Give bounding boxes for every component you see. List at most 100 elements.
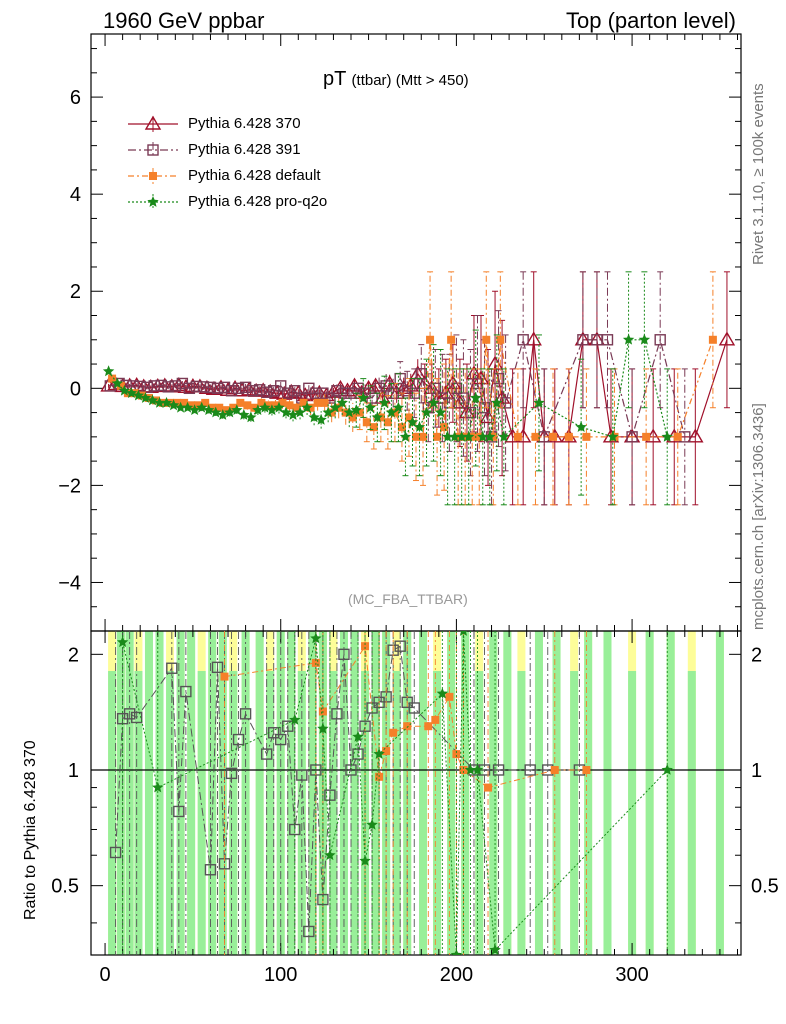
data-point xyxy=(260,386,273,398)
legend-marker xyxy=(147,144,159,156)
y-tick-label: 6 xyxy=(70,87,81,109)
ratio-point xyxy=(484,783,493,792)
ratio-point xyxy=(310,632,322,644)
data-point xyxy=(434,406,447,418)
data-point xyxy=(718,331,736,346)
ratio-point xyxy=(471,764,484,775)
data-point xyxy=(397,423,406,432)
data-point xyxy=(427,396,440,408)
legend-label-391: Pythia 6.428 391 xyxy=(188,141,301,158)
series-line xyxy=(110,337,686,440)
ratio-point xyxy=(317,722,329,734)
data-point xyxy=(271,401,280,410)
band-1sigma xyxy=(229,671,238,955)
band-1sigma xyxy=(218,631,227,955)
data-point xyxy=(181,401,194,413)
data-point xyxy=(525,331,542,346)
data-point xyxy=(139,392,152,403)
data-point xyxy=(708,335,717,344)
data-point xyxy=(153,396,166,408)
data-point xyxy=(259,401,271,413)
data-point xyxy=(210,406,222,418)
data-point xyxy=(194,401,203,410)
data-point xyxy=(575,421,587,432)
data-point xyxy=(183,382,196,395)
data-point xyxy=(292,403,301,412)
data-point xyxy=(289,385,301,397)
band-1sigma xyxy=(108,671,117,955)
ratio-point xyxy=(225,767,238,780)
data-point xyxy=(673,432,682,441)
data-point xyxy=(310,387,322,399)
data-point xyxy=(482,335,491,344)
band-1sigma xyxy=(144,631,153,955)
data-point xyxy=(299,398,308,407)
data-point xyxy=(498,430,510,442)
data-point xyxy=(401,385,413,397)
data-point xyxy=(582,432,591,441)
data-point xyxy=(146,394,159,406)
data-point xyxy=(477,430,489,442)
data-point xyxy=(419,432,428,441)
ratio-point xyxy=(524,764,536,776)
data-point xyxy=(169,380,182,392)
ratio-y-tick-label-right: 0.5 xyxy=(751,876,779,898)
legend-label-default: Pythia 6.428 default xyxy=(188,167,321,184)
data-point xyxy=(408,387,420,399)
ratio-panel-frame xyxy=(90,630,742,956)
ratio-y-tick-label-right: 2 xyxy=(751,644,762,666)
data-point xyxy=(102,365,115,377)
data-point xyxy=(246,385,259,397)
y-tick-label: 0 xyxy=(70,378,81,400)
data-point xyxy=(336,396,348,408)
data-point xyxy=(491,396,503,408)
band-1sigma xyxy=(447,631,456,955)
y-tick-label: 4 xyxy=(70,184,81,206)
plot-title: pT (ttbar) (Mtt > 450) xyxy=(323,68,469,91)
data-point xyxy=(294,406,306,418)
ratio-point xyxy=(324,849,336,861)
band-1sigma xyxy=(603,631,612,955)
data-point xyxy=(426,335,435,344)
ratio-point xyxy=(450,949,463,955)
data-point xyxy=(108,374,117,383)
data-point xyxy=(533,396,545,408)
y-tick-label: −2 xyxy=(58,475,81,497)
ratio-point xyxy=(166,662,178,674)
data-point xyxy=(463,430,475,442)
data-point xyxy=(369,423,378,432)
data-point xyxy=(380,380,392,392)
band-1sigma xyxy=(628,671,637,955)
ratio-point xyxy=(116,636,129,648)
ratio-point xyxy=(431,715,440,724)
data-point xyxy=(357,392,369,403)
data-point xyxy=(211,382,224,395)
legend-marker xyxy=(144,115,162,130)
plot-title-main: pT xyxy=(323,68,346,90)
band-1sigma xyxy=(350,631,359,955)
data-point xyxy=(404,413,413,422)
data-point xyxy=(367,377,384,392)
ratio-point xyxy=(275,733,287,746)
ratio-point xyxy=(550,765,559,774)
ratio-line xyxy=(224,644,587,789)
data-point xyxy=(204,381,217,394)
band-1sigma xyxy=(166,671,175,955)
data-point xyxy=(322,406,334,418)
band-1sigma xyxy=(666,631,675,955)
data-point xyxy=(517,334,529,346)
data-point xyxy=(308,411,320,423)
ratio-point xyxy=(220,672,229,681)
data-point xyxy=(282,387,294,399)
data-point xyxy=(166,398,175,407)
data-point xyxy=(229,403,238,412)
band-1sigma xyxy=(187,631,196,955)
data-point xyxy=(654,334,666,346)
data-point xyxy=(343,406,355,418)
ratio-point xyxy=(403,722,412,731)
ratio-point xyxy=(211,661,224,674)
data-point xyxy=(174,401,187,413)
data-point xyxy=(218,381,231,394)
ratio-point xyxy=(173,805,185,818)
